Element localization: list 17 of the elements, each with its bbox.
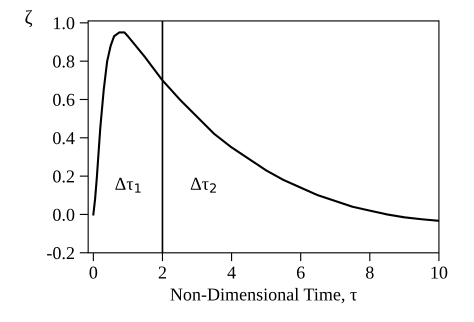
annotation: Δτ$_{1}$ (115, 178, 141, 193)
x-tick-label: 8 (366, 266, 374, 279)
y-axis-title: ζ (25, 10, 32, 28)
y-tick-label: 0.6 (53, 94, 74, 106)
annotation: Δτ$_{2}$ (190, 178, 216, 193)
y-tick-label: 0.8 (53, 55, 74, 68)
y-tick-label: -0.2 (47, 247, 74, 260)
y-tick-label: 0.4 (53, 132, 75, 144)
x-tick-label: 6 (296, 266, 305, 279)
x-tick-label: 4 (227, 266, 236, 278)
y-tick-label: 0.2 (53, 170, 74, 183)
x-tick-label: 0 (90, 266, 98, 279)
x-axis-title: Non-Dimensional Time, τ (170, 288, 357, 304)
y-tick-label: 0.0 (53, 208, 74, 221)
x-tick-label: 2 (158, 266, 166, 278)
x-tick-label: 10 (431, 266, 448, 279)
y-tick-label: 1.0 (54, 17, 74, 30)
